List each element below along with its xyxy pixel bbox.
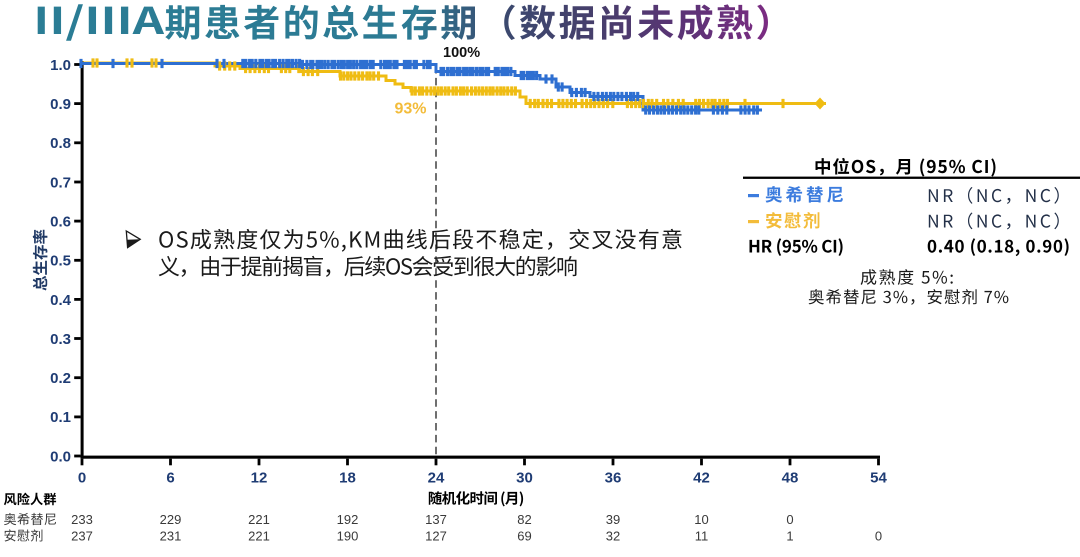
svg-text:42: 42 xyxy=(693,470,710,487)
svg-text:32: 32 xyxy=(606,529,620,544)
svg-text:221: 221 xyxy=(248,529,270,544)
svg-text:0.7: 0.7 xyxy=(50,174,71,191)
svg-text:0.8: 0.8 xyxy=(50,135,71,152)
svg-text:6: 6 xyxy=(166,470,174,487)
svg-text:231: 231 xyxy=(160,529,182,544)
svg-text:0.6: 0.6 xyxy=(50,214,71,231)
svg-text:82: 82 xyxy=(517,512,531,527)
svg-text:30: 30 xyxy=(516,470,533,487)
svg-text:36: 36 xyxy=(605,470,622,487)
svg-text:12: 12 xyxy=(251,470,268,487)
svg-text:137: 137 xyxy=(425,512,447,527)
svg-text:10: 10 xyxy=(694,512,708,527)
svg-text:0.2: 0.2 xyxy=(50,370,71,387)
svg-text:48: 48 xyxy=(782,470,799,487)
svg-text:11: 11 xyxy=(695,529,709,544)
svg-text:0.9: 0.9 xyxy=(50,96,71,113)
svg-text:233: 233 xyxy=(71,512,93,527)
svg-text:69: 69 xyxy=(517,529,531,544)
svg-text:93%: 93% xyxy=(395,101,427,118)
svg-text:0.1: 0.1 xyxy=(50,409,71,426)
svg-text:24: 24 xyxy=(428,470,445,487)
svg-text:0: 0 xyxy=(78,470,86,487)
svg-text:0.5: 0.5 xyxy=(50,253,71,270)
svg-text:0.0: 0.0 xyxy=(50,448,71,465)
svg-text:190: 190 xyxy=(337,529,359,544)
svg-text:100%: 100% xyxy=(443,45,480,61)
svg-text:0: 0 xyxy=(875,529,882,544)
svg-text:237: 237 xyxy=(71,529,93,544)
svg-text:221: 221 xyxy=(248,512,270,527)
svg-text:229: 229 xyxy=(160,512,182,527)
svg-text:54: 54 xyxy=(870,470,887,487)
svg-text:0: 0 xyxy=(786,512,793,527)
svg-text:1: 1 xyxy=(786,529,793,544)
svg-text:18: 18 xyxy=(339,470,356,487)
svg-text:0.3: 0.3 xyxy=(50,331,71,348)
svg-text:1.0: 1.0 xyxy=(50,57,71,74)
svg-text:192: 192 xyxy=(337,512,359,527)
svg-text:127: 127 xyxy=(425,529,447,544)
svg-text:39: 39 xyxy=(606,512,620,527)
svg-text:0.4: 0.4 xyxy=(50,292,72,309)
